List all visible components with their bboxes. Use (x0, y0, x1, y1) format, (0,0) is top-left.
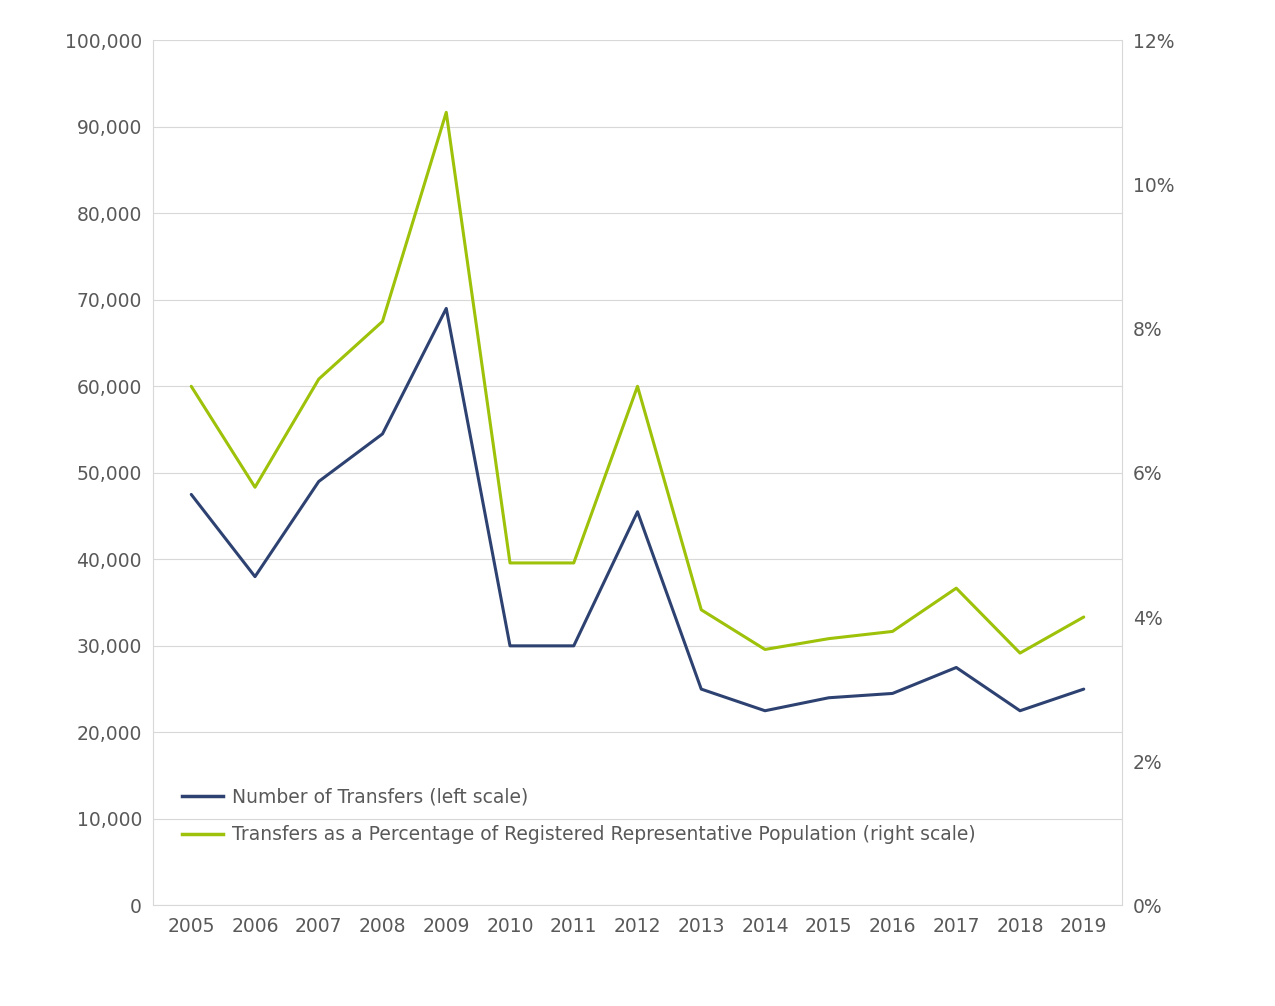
Legend: Number of Transfers (left scale), Transfers as a Percentage of Registered Repres: Number of Transfers (left scale), Transf… (182, 788, 975, 844)
